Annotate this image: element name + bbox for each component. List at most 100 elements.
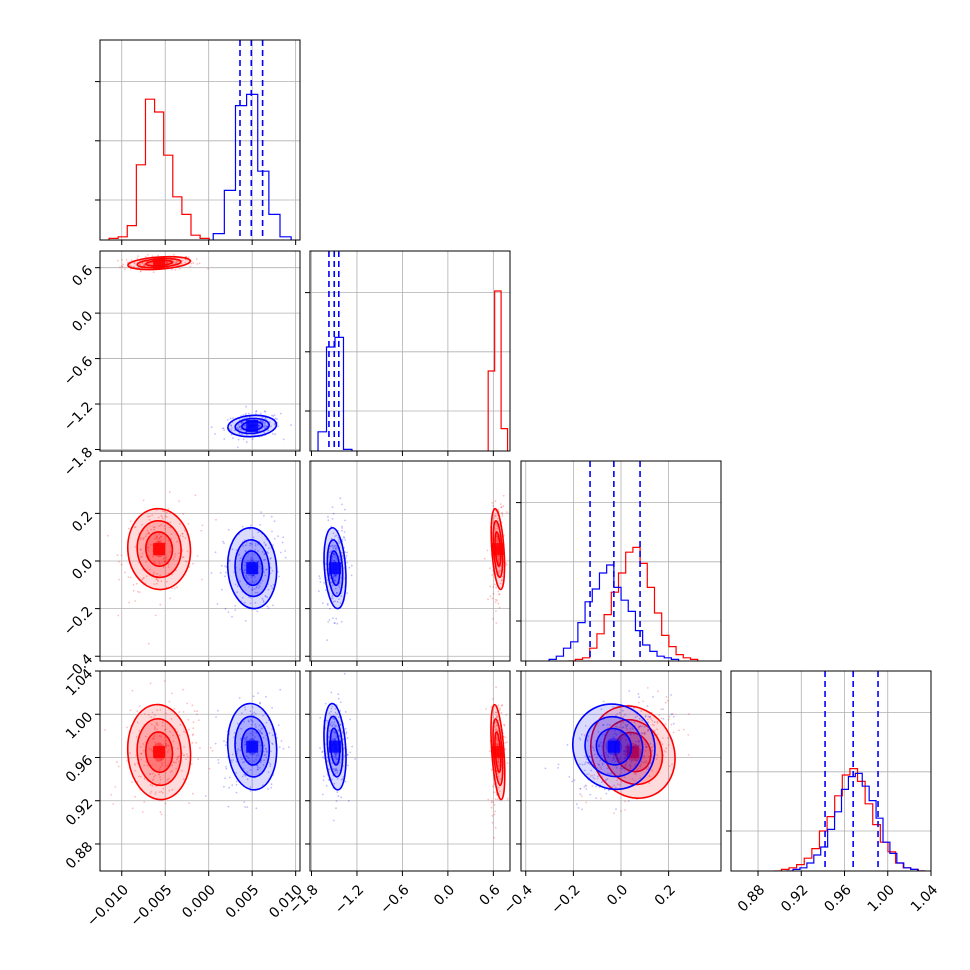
sample-point [290,424,292,426]
sample-point [157,580,159,583]
sample-point [262,601,265,603]
sample-point [259,702,261,705]
sample-point [239,557,242,560]
sample-point [176,261,179,263]
sample-point [199,747,201,749]
sample-point [163,525,166,528]
sample-point [184,731,187,734]
sample-point [598,743,601,746]
sample-point [139,270,142,273]
sample-point [147,546,150,549]
sample-point [590,745,592,748]
sample-point [168,730,171,733]
sample-point [645,746,647,748]
sample-point [496,724,498,727]
sample-point [259,744,262,747]
sample-point [332,573,335,576]
sample-point [126,726,128,729]
sample-point [158,533,161,536]
sample-point [647,728,649,731]
sample-point [598,773,601,776]
sample-point [600,768,603,770]
sample-point [334,622,336,624]
panel-background [100,40,300,240]
sample-point [591,759,594,762]
sample-point [139,538,142,540]
sample-point [255,731,258,734]
sample-point [643,733,646,735]
sample-point [140,752,143,755]
sample-point [196,263,199,265]
sample-point [624,809,626,811]
sample-point [329,551,331,553]
sample-point [143,778,146,780]
sample-point [334,724,336,727]
sample-point [215,518,217,521]
sample-point [618,757,621,760]
sample-point [330,707,333,710]
sample-point [333,553,336,555]
sample-point [228,786,231,789]
sample-point [341,538,344,541]
sample-point [120,563,123,566]
sample-point [142,577,145,580]
sample-point [615,808,617,811]
sample-point [327,515,329,518]
sample-point [605,779,607,781]
sample-point [615,759,618,762]
sample-point [504,742,507,744]
sample-point [566,744,569,746]
sample-point [648,716,651,719]
sample-point [321,751,324,754]
sample-point [336,791,339,794]
sample-point [166,261,169,264]
sample-point [249,542,252,545]
sample-point [335,756,337,759]
sample-point [670,713,673,716]
sample-point [588,755,591,758]
sample-point [141,578,144,581]
sample-point [243,720,245,723]
sample-point [330,550,333,552]
sample-point [496,724,498,727]
sample-point [607,789,610,792]
sample-point [640,710,643,712]
sample-point [332,597,334,600]
sample-point [197,758,200,760]
sample-point [184,537,187,539]
sample-point [169,597,172,600]
sample-point [504,736,507,739]
sample-point [147,515,149,518]
sample-point [278,746,281,748]
sample-point [220,564,223,567]
sample-point [142,538,145,541]
sample-point [640,763,643,765]
sample-point [197,719,200,722]
sample-point [638,717,641,720]
sample-point [629,765,632,768]
sample-point [191,734,194,737]
y-tick-label: −1.2 [61,399,96,434]
sample-point [241,421,244,424]
sample-point [334,535,336,538]
sample-point [228,559,231,562]
sample-point [138,775,140,778]
sample-point [338,735,341,737]
sample-point [606,767,609,770]
sample-point [241,596,244,599]
sample-point [259,729,262,732]
sample-point [325,568,328,571]
sample-point [116,554,119,557]
sample-point [598,763,600,766]
sample-point [134,764,137,766]
sample-point [143,264,146,267]
sample-point [596,767,599,769]
sample-point [124,571,126,574]
sample-point [165,261,168,263]
histogram-blue [212,93,292,240]
sample-point [117,765,120,768]
sample-point [603,756,606,758]
sample-point [600,754,603,757]
sample-point [342,557,345,560]
sample-point [262,764,265,766]
